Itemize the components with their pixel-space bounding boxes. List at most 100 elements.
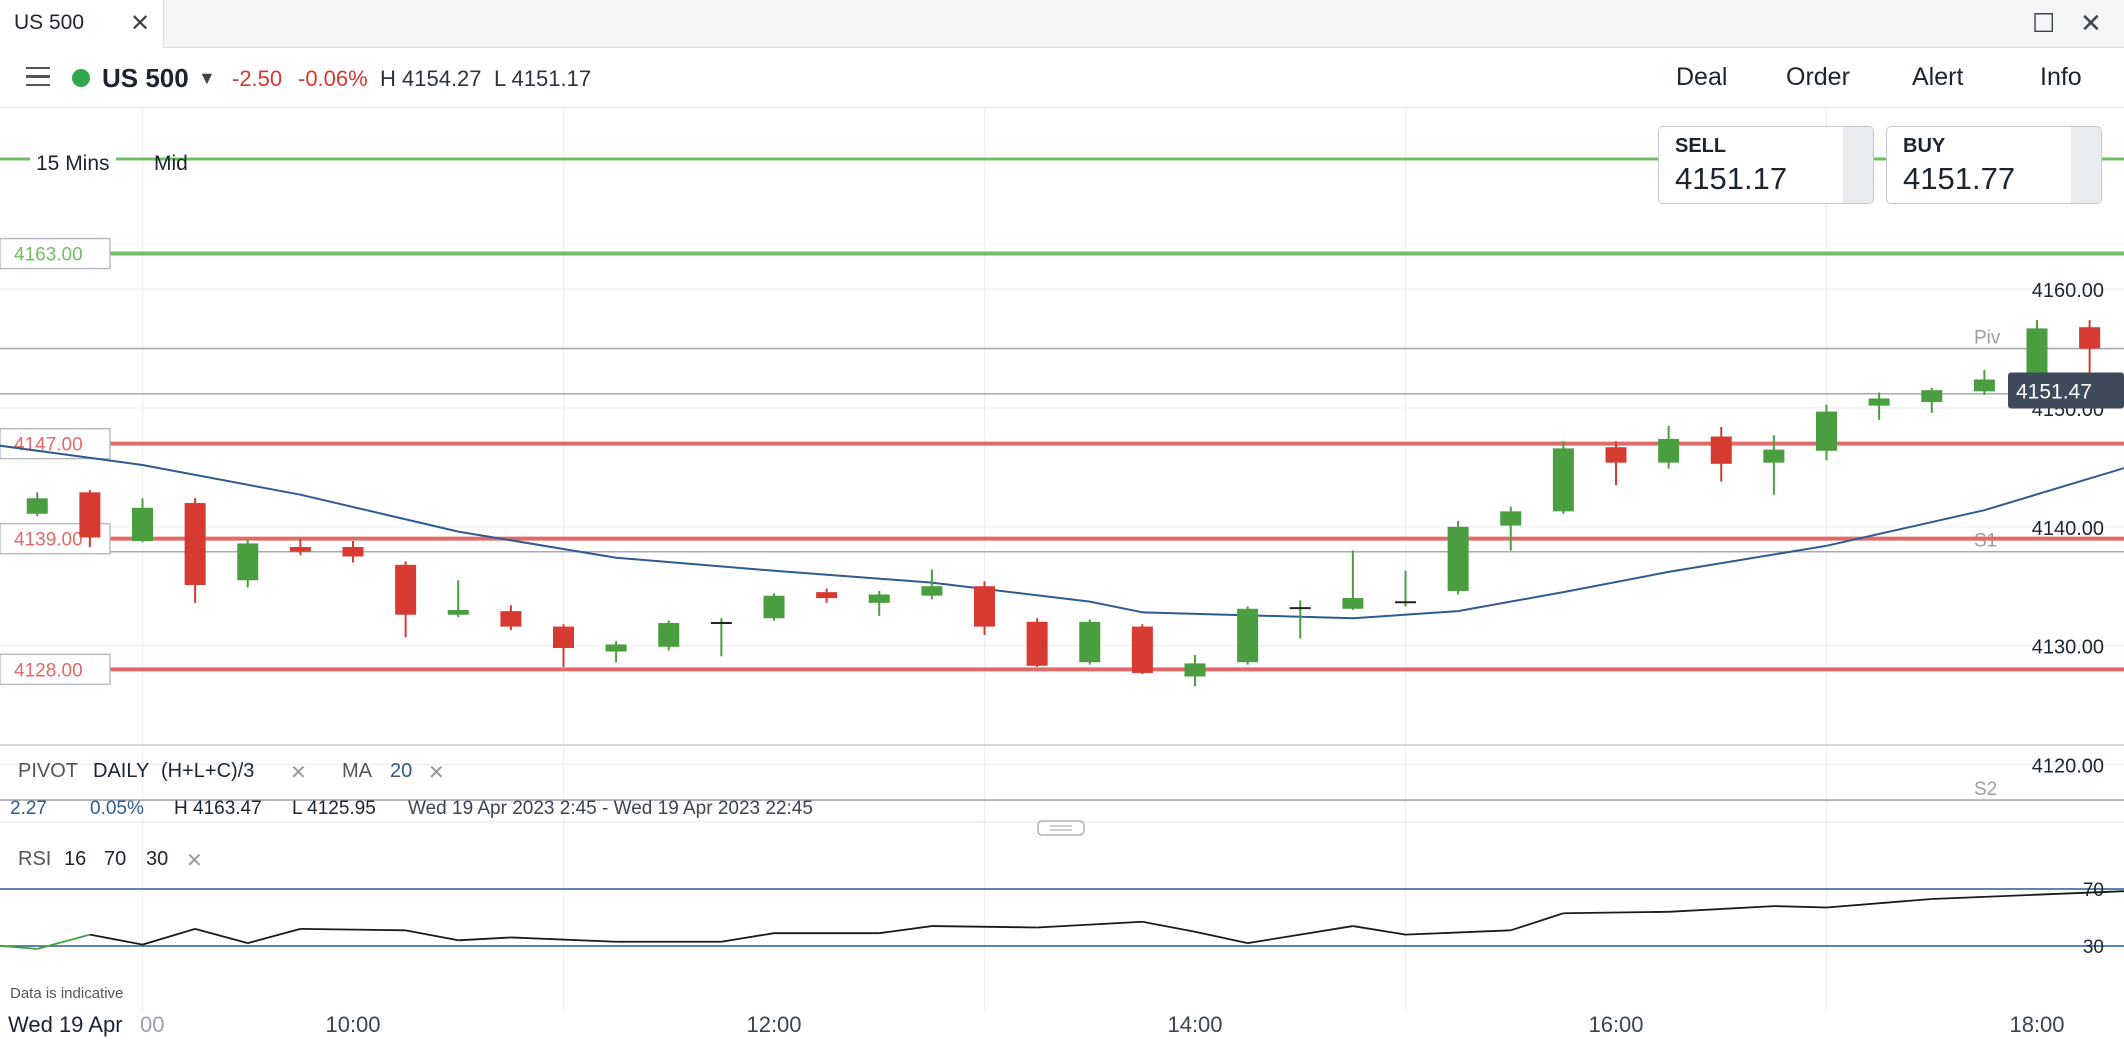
rsi-period: 16 [64,848,87,870]
candle-body[interactable] [816,592,838,599]
range-change-pct: 0.05% [90,798,144,819]
candle-body[interactable] [2079,327,2101,349]
order-button[interactable]: Order [1786,63,1850,91]
rsi-line-segment [1668,905,1774,913]
candle-body[interactable] [447,609,469,615]
rsi-line-segment [1826,898,1932,909]
rsi-line-segment [2036,890,2124,896]
rsi-line-segment [0,944,38,950]
close-icon[interactable]: ✕ [428,762,445,784]
buy-button[interactable]: BUY 4151.77 [1886,126,2102,204]
candle-body[interactable] [1973,379,1995,392]
close-icon[interactable]: ✕ [2080,8,2102,38]
info-button[interactable]: Info [2040,63,2082,91]
instrument-name[interactable]: US 500 [102,63,189,93]
pane-resize-handle[interactable] [1037,820,1085,836]
candle-body[interactable] [395,564,417,615]
level-tag[interactable] [0,653,111,686]
rsi-line-segment [1931,893,2038,900]
candle-body[interactable] [1131,626,1153,673]
rsi-lower: 30 [146,848,169,870]
rsi-line-segment [1773,905,1827,909]
sell-button[interactable]: SELL 4151.17 [1658,126,1874,204]
candle-body[interactable] [342,546,364,557]
pivot-label: Piv [1974,328,2001,349]
chevron-down-icon[interactable]: ▼ [198,68,216,88]
candle-body[interactable] [26,498,48,514]
candle-body[interactable] [1658,438,1680,463]
candle-body[interactable] [1763,449,1785,463]
candle-body[interactable] [763,595,785,619]
candle-body[interactable] [500,611,522,627]
candle-body[interactable] [1816,411,1837,451]
timeframe-selector[interactable]: 15 Mins [30,150,116,178]
candle-body[interactable] [2026,328,2048,381]
rsi-line-segment [37,933,91,950]
candle-body[interactable] [974,586,995,627]
pivot-period: DAILY [93,760,150,782]
current-price-marker [2008,372,2124,409]
x-tick-label: 10:00 [325,1012,380,1037]
candle-body[interactable] [1447,526,1469,591]
instrument-header: US 500 ▼ -2.50 -0.06% H 4154.27 L 4151.1… [0,48,2124,108]
rsi-level-label: 30 [2083,937,2104,958]
candle-body[interactable] [1500,511,1522,526]
candle-body[interactable] [1026,621,1048,666]
tab-us500[interactable]: US 500 ✕ [0,0,164,48]
rsi-line-segment [510,936,617,943]
rsi-line-segment [1037,920,1143,929]
candle-body[interactable] [1237,608,1259,663]
candle-body[interactable] [921,586,943,596]
buy-label: BUY [1903,135,1946,157]
candle-body[interactable] [658,623,680,647]
price-change: -2.50 [232,66,283,91]
buy-box-shade [2071,127,2101,203]
maximize-icon[interactable]: ☐ [2032,8,2056,38]
candle-body[interactable] [237,543,259,581]
data-disclaimer: Data is indicative [10,985,124,1002]
y-tick-label: 4130.00 [2032,637,2104,659]
candle-body[interactable] [289,546,311,552]
rsi-level-label: 70 [2083,880,2104,901]
close-icon[interactable]: ✕ [290,762,307,784]
price-type-selector[interactable]: Mid [154,152,188,175]
candle-body[interactable] [553,626,574,648]
rsi-line-segment [1194,930,1248,945]
hamburger-icon[interactable] [26,67,50,87]
candle-body[interactable] [1868,398,1890,406]
rsi-line-segment [1510,912,1564,932]
rsi-line-segment [194,928,248,945]
candle-body[interactable] [1921,390,1943,403]
candle-body[interactable] [1184,663,1206,677]
candle-body[interactable] [184,503,206,586]
level-value-label: 4139.00 [14,530,83,551]
candle-body[interactable] [1552,448,1574,512]
candle-body[interactable] [868,594,890,603]
market-status-dot [72,69,90,87]
rsi-label: RSI [18,848,52,870]
ma-label: MA [342,760,372,782]
deal-button[interactable]: Deal [1676,63,1728,91]
candle-body[interactable] [1342,598,1364,609]
sell-price: 4151.17 [1675,161,1788,196]
candle-body[interactable] [605,644,627,652]
range-dates: Wed 19 Apr 2023 2:45 - Wed 19 Apr 2023 2… [408,798,813,819]
y-tick-label: 4140.00 [2032,518,2104,540]
candle-body[interactable] [1605,447,1627,463]
rsi-line-segment [931,925,1038,929]
candle-body[interactable] [79,492,101,538]
buy-price: 4151.77 [1903,161,2016,196]
candle-body[interactable] [1079,621,1101,663]
x-tick-label-clipped: 00 [140,1012,164,1037]
candle-body[interactable] [132,507,153,542]
ma-period: 20 [390,760,413,782]
price-change-pct: -0.06% [298,66,368,91]
rsi-line-segment [1352,925,1406,936]
candle-body[interactable] [1710,436,1732,464]
close-icon[interactable]: ✕ [130,10,151,37]
alert-button[interactable]: Alert [1912,63,1964,91]
close-icon[interactable]: ✕ [186,850,203,872]
level-tag[interactable] [0,237,111,270]
x-tick-label: 18:00 [2009,1012,2064,1037]
